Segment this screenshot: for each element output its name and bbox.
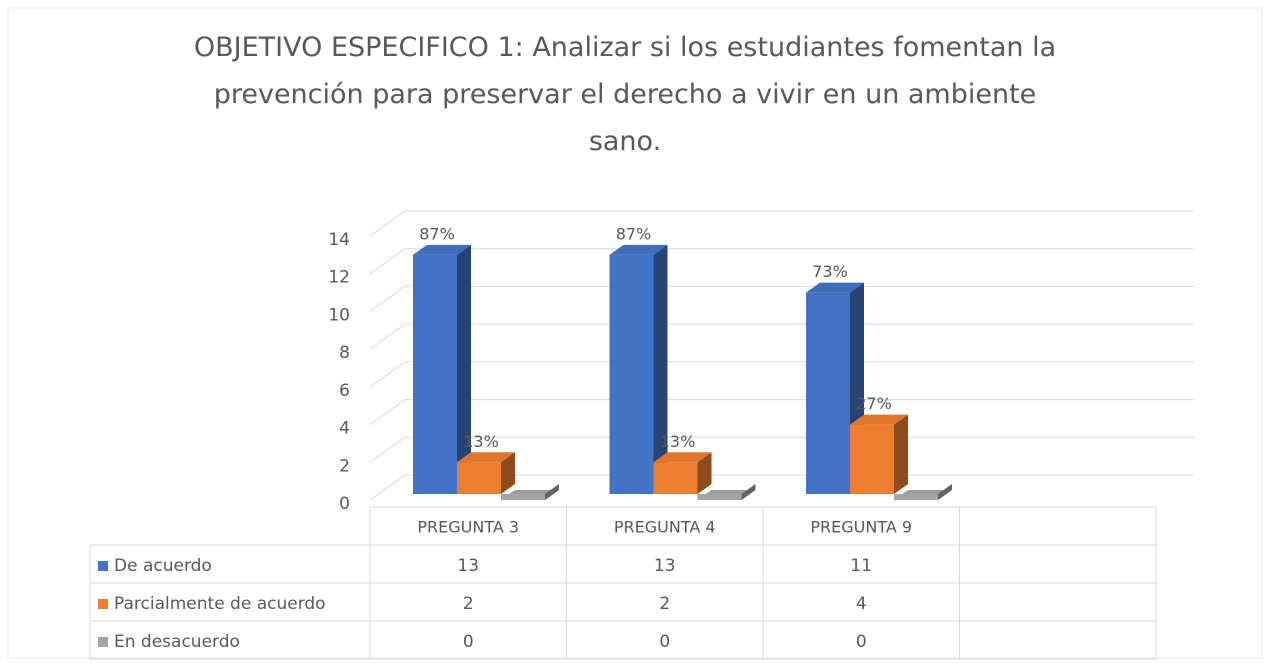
table-value: 13	[654, 556, 676, 576]
bar	[609, 244, 668, 494]
data-label: 87%	[419, 224, 455, 243]
bar-front	[697, 494, 742, 500]
bar-front	[653, 462, 698, 494]
bar	[457, 452, 515, 494]
table-value: 2	[659, 594, 670, 614]
bar-side	[938, 484, 952, 500]
bar-top	[806, 282, 864, 293]
x-tick-label: PREGUNTA 4	[614, 518, 716, 537]
data-label: 87%	[616, 224, 652, 243]
bar-front	[609, 254, 654, 494]
grid-line	[369, 248, 1194, 275]
data-label: 13%	[463, 432, 499, 451]
table-value: 2	[463, 594, 474, 614]
data-label: 27%	[856, 394, 892, 413]
data-label: 13%	[660, 432, 696, 451]
x-tick-label: PREGUNTA 3	[417, 518, 519, 537]
bar-top	[413, 244, 471, 255]
legend-label: En desacuerdo	[114, 632, 240, 652]
bar-side	[741, 484, 756, 500]
bar-front	[413, 254, 457, 494]
grid-line	[369, 399, 1194, 425]
bar-front	[501, 494, 545, 500]
x-tick-label: PREGUNTA 9	[810, 518, 912, 537]
chart-title: OBJETIVO ESPECIFICO 1: Analizar si los e…	[194, 32, 1056, 157]
table-value: 11	[850, 556, 872, 576]
y-tick-label: 4	[339, 419, 350, 439]
grid-line	[369, 285, 1194, 312]
table-value: 0	[463, 632, 474, 652]
y-tick-label: 10	[328, 305, 350, 325]
y-tick-label: 2	[339, 456, 350, 476]
bar-side	[653, 244, 668, 494]
bar	[653, 452, 712, 494]
bar	[850, 414, 908, 494]
bar-front	[806, 292, 850, 494]
bar-side	[545, 484, 559, 500]
bar	[501, 484, 559, 500]
grid-line	[369, 436, 1194, 463]
grid-line	[369, 210, 1194, 237]
grid-line	[369, 323, 1194, 350]
legend-swatch	[98, 599, 108, 609]
bar-side	[457, 244, 471, 494]
table-value: 0	[856, 632, 867, 652]
bar-top	[609, 244, 668, 255]
y-tick-label: 0	[339, 494, 350, 514]
legend-swatch	[98, 637, 108, 647]
bar-side	[894, 414, 908, 494]
y-tick-label: 8	[339, 343, 350, 363]
grid-line	[369, 361, 1194, 388]
bar-front	[894, 494, 938, 500]
legend-label: De acuerdo	[114, 556, 212, 576]
y-tick-label: 6	[339, 381, 350, 401]
bar-top	[850, 414, 908, 425]
legend-swatch	[98, 561, 108, 571]
bar-top	[653, 452, 712, 463]
table-value: 13	[457, 556, 479, 576]
data-label: 73%	[812, 262, 848, 281]
table-value: 4	[856, 594, 867, 614]
bar-front	[457, 462, 501, 494]
bar-side	[501, 452, 515, 494]
legend-label: Parcialmente de acuerdo	[114, 594, 326, 614]
table-value: 0	[659, 632, 670, 652]
floor	[369, 474, 406, 501]
bar	[413, 244, 471, 494]
bar-top	[457, 452, 515, 463]
y-tick-label: 12	[328, 268, 350, 288]
bar-side	[697, 452, 712, 494]
bar	[894, 484, 952, 500]
bar-front	[850, 424, 894, 494]
bar	[697, 484, 756, 500]
y-tick-label: 14	[328, 230, 350, 250]
